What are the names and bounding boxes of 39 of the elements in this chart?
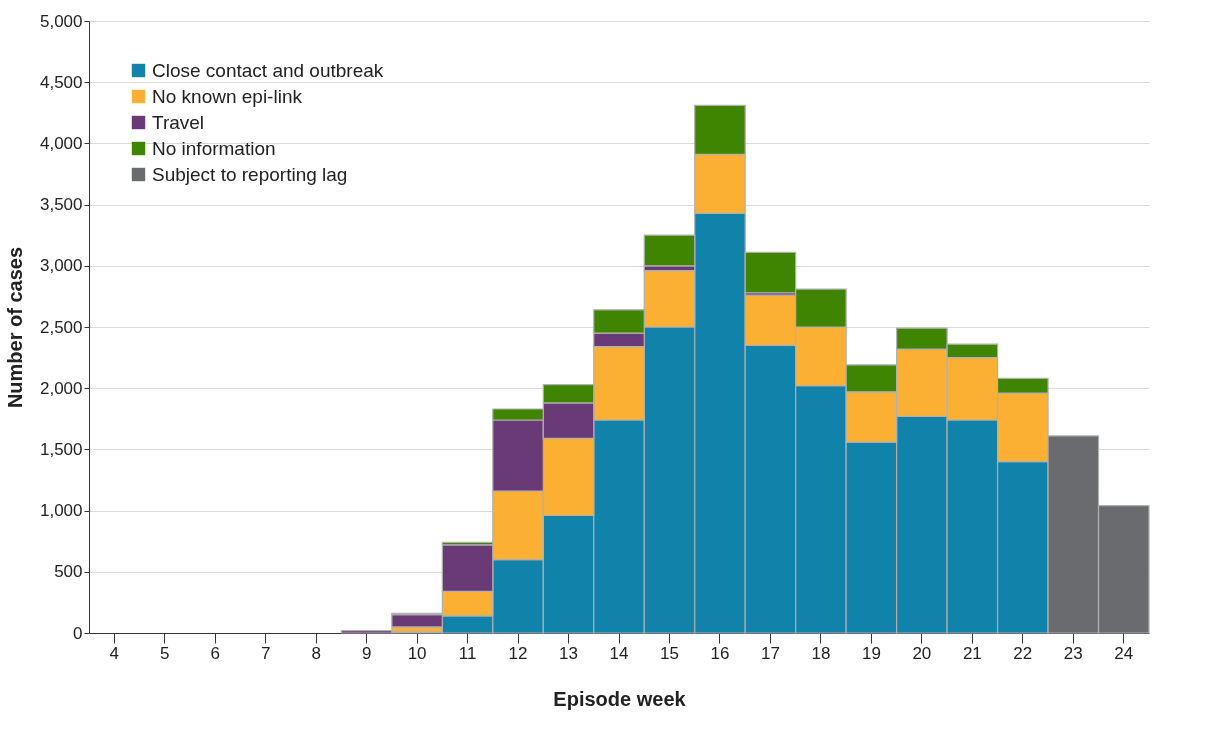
y-tick-label: 4,000 bbox=[39, 133, 83, 153]
y-tick-label: 1,500 bbox=[39, 439, 83, 459]
x-tick-label: 12 bbox=[508, 643, 528, 663]
x-tick-label: 8 bbox=[311, 643, 321, 663]
x-tick-label: 23 bbox=[1063, 643, 1083, 663]
legend-label: No information bbox=[152, 137, 276, 159]
x-tick-label: 17 bbox=[760, 643, 780, 663]
x-tick-label: 9 bbox=[361, 643, 372, 663]
y-tick-label: 4,500 bbox=[39, 72, 83, 92]
x-tick-label: 6 bbox=[210, 643, 220, 663]
x-tick-label: 24 bbox=[1114, 643, 1134, 663]
legend-label: Close contact and outbreak bbox=[152, 59, 384, 81]
y-tick-label: 0 bbox=[73, 623, 83, 643]
x-tick-label: 21 bbox=[962, 643, 982, 663]
x-tick-label: 5 bbox=[159, 643, 170, 663]
x-tick-label: 4 bbox=[109, 643, 119, 663]
y-tick-label: 2,500 bbox=[39, 317, 83, 337]
x-tick-label: 15 bbox=[660, 643, 679, 663]
x-tick-label: 18 bbox=[811, 643, 831, 663]
x-tick-label: 20 bbox=[912, 643, 932, 663]
x-tick-label: 11 bbox=[458, 643, 477, 663]
x-tick-label: 7 bbox=[260, 643, 271, 663]
x-tick-label: 22 bbox=[1013, 643, 1033, 663]
legend-label: Travel bbox=[152, 111, 205, 133]
legend-label: Subject to reporting lag bbox=[152, 163, 348, 185]
y-tick-label: 500 bbox=[54, 562, 83, 582]
y-tick-label: 3,000 bbox=[39, 256, 83, 276]
x-tick-label: 19 bbox=[861, 643, 881, 663]
x-tick-label: 13 bbox=[559, 643, 578, 663]
x-tick-label: 10 bbox=[407, 643, 427, 663]
legend-label: No known epi-link bbox=[152, 85, 303, 107]
x-tick-label: 16 bbox=[710, 643, 730, 663]
y-axis-title: Number of cases bbox=[3, 246, 26, 409]
x-axis-title: Episode week bbox=[553, 687, 687, 710]
x-tick-label: 14 bbox=[609, 643, 629, 663]
y-tick-label: 3,500 bbox=[39, 195, 83, 215]
y-tick-label: 1,000 bbox=[39, 501, 83, 521]
y-tick-label: 5,000 bbox=[39, 11, 83, 31]
y-tick-label: 2,000 bbox=[39, 378, 83, 398]
